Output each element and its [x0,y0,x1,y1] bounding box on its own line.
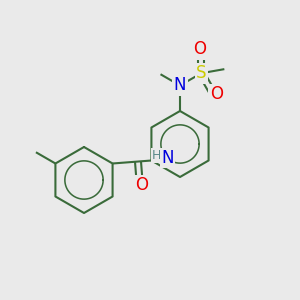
Text: O: O [135,176,148,194]
Text: S: S [196,64,207,82]
Text: N: N [174,76,186,94]
Text: N: N [161,149,174,167]
Text: H: H [152,149,161,162]
Text: O: O [193,40,206,58]
Text: O: O [210,85,223,103]
